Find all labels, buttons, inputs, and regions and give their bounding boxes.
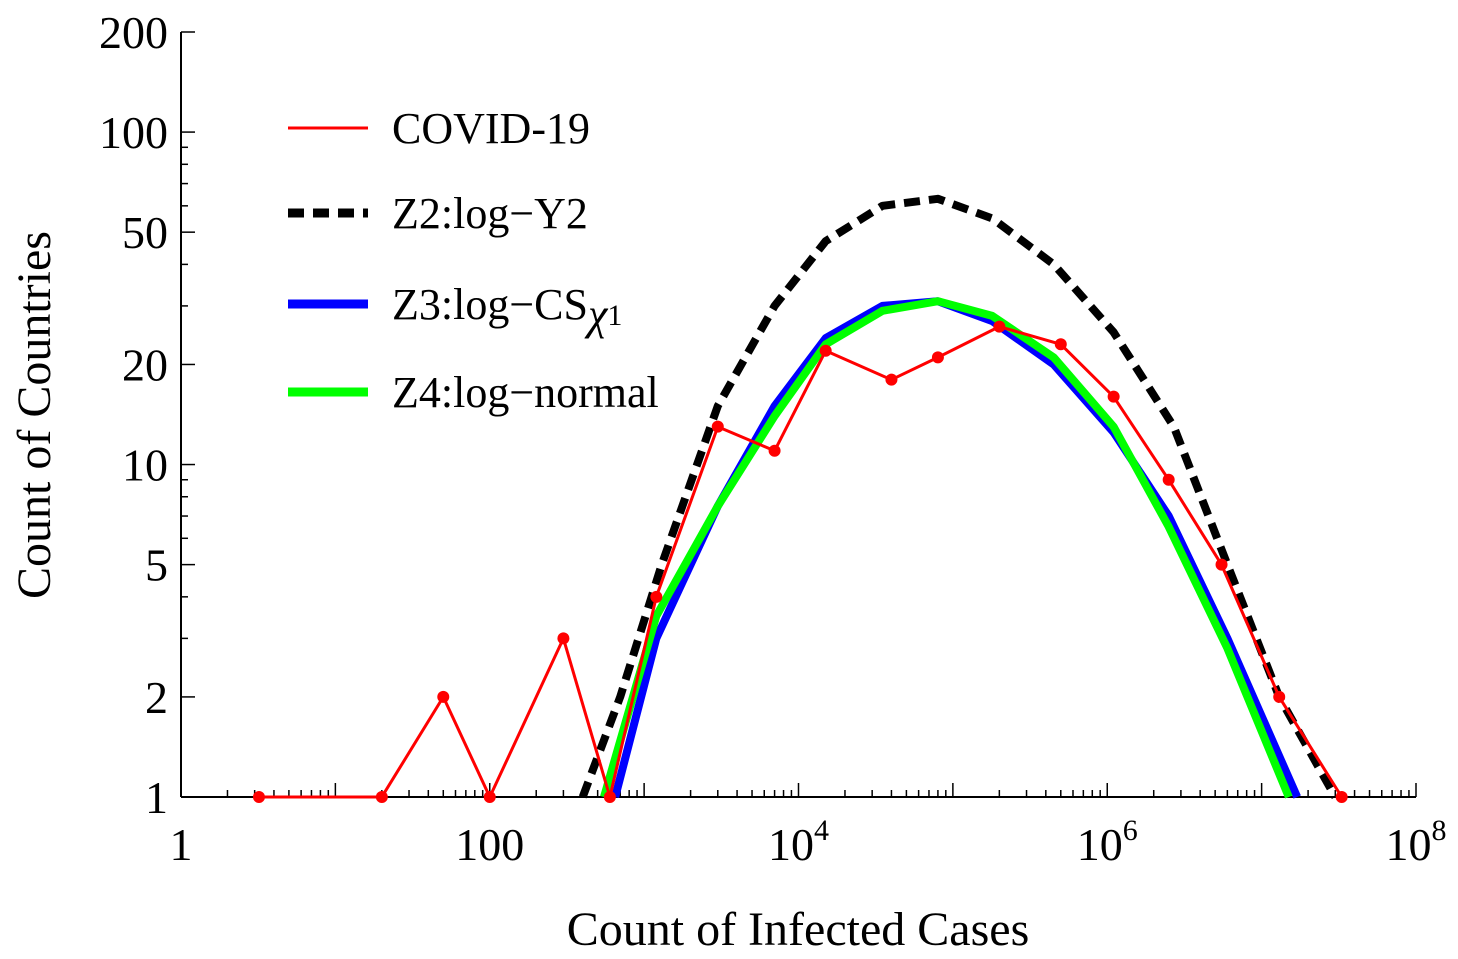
legend-label-covid19: COVID-19 (392, 104, 590, 153)
legend-label-z2: Z2:log−Y2 (392, 189, 588, 238)
legend-label-z3: Z3:log−CSχ1 (392, 280, 622, 339)
x-tick-label-1: 100 (455, 819, 524, 870)
covid19-point (768, 444, 781, 457)
covid19-point (375, 791, 388, 803)
x-tick-label-exponent: 4 (814, 814, 829, 847)
x-tick-label-0: 1 (170, 819, 193, 870)
x-tick-label-3: 106 (1077, 814, 1138, 870)
y-tick-label-3: 10 (122, 440, 168, 491)
x-tick-label-4: 108 (1386, 814, 1447, 870)
covid19-point (931, 351, 944, 364)
y-tick-label-1: 2 (145, 672, 168, 723)
y-tick-label-7: 200 (99, 7, 168, 58)
legend-label-z4: Z4:log−normal (392, 368, 659, 417)
legend-label-z3-subscript: 1 (607, 299, 622, 332)
y-tick-label-5: 50 (122, 207, 168, 258)
covid19-point (993, 320, 1006, 333)
series-layer (252, 194, 1348, 803)
legend: COVID-19 Z2:log−Y2 Z3:log−CSχ1 Z4:log−no… (288, 104, 659, 417)
y-tick-label-4: 20 (122, 339, 168, 390)
covid19-point (1335, 791, 1348, 803)
covid19-point (819, 344, 832, 357)
covid19-point (252, 791, 265, 803)
covid19-point (437, 690, 450, 703)
y-tick-label-0: 1 (145, 772, 168, 823)
covid19-point (650, 590, 663, 603)
ticks-layer (180, 31, 1417, 798)
x-tick-label-base: 1 (170, 819, 193, 870)
x-axis-title: Count of Infected Cases (567, 903, 1030, 956)
x-tick-label-exponent: 8 (1432, 814, 1447, 847)
covid19-point (711, 420, 724, 433)
covid19-point (603, 791, 616, 803)
series-line-z4-log-normal (600, 297, 1293, 799)
covid19-point (1054, 338, 1067, 351)
x-tick-label-exponent: 6 (1123, 814, 1138, 847)
x-tick-label-base: 10 (1077, 819, 1123, 870)
covid19-point (483, 791, 496, 803)
covid19-point (1215, 558, 1228, 571)
x-tick-label-base: 100 (455, 819, 524, 870)
y-tick-label-2: 5 (145, 540, 168, 591)
series-line-z3-log-cs-1 (611, 297, 1301, 799)
covid19-point (1107, 390, 1120, 403)
covid19-point (1273, 690, 1286, 703)
y-axis-title: Count of Countries (8, 231, 61, 599)
x-tick-label-2: 104 (768, 814, 829, 870)
covid19-point (1162, 473, 1175, 486)
legend-label-z3-main: Z3:log−CS (392, 280, 588, 329)
x-tick-label-base: 10 (1386, 819, 1432, 870)
x-tick-label-base: 10 (768, 819, 814, 870)
series-line-z2-log-y2 (578, 194, 1339, 799)
legend-label-z3-chi: χ (584, 290, 609, 339)
y-tick-label-6: 100 (99, 107, 168, 158)
covid19-point (557, 632, 570, 645)
covid19-point (885, 373, 898, 386)
